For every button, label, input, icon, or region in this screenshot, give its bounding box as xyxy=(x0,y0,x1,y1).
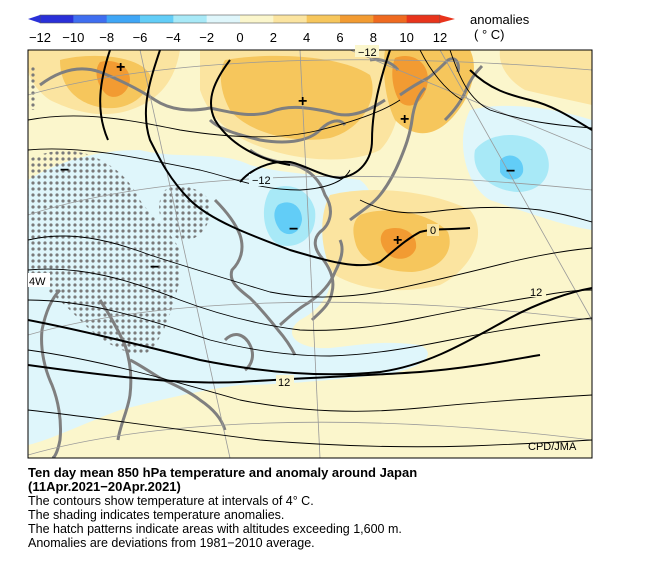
plus-marker-nw: + xyxy=(116,59,125,76)
contour-label-12-south: 12 xyxy=(278,377,290,389)
colorbar-left-arrow xyxy=(28,15,40,23)
colorbar-swatch xyxy=(373,15,408,23)
colorbar-swatch xyxy=(106,15,141,23)
center-cold-core xyxy=(274,202,302,235)
colorbar-tick-label: −2 xyxy=(199,30,214,45)
japan-warm-peak xyxy=(380,228,417,259)
high-altitude-hatch-west xyxy=(28,150,182,355)
colorbar-title: anomalies xyxy=(470,12,530,27)
caption-line-hatch: The hatch patterns indicate areas with a… xyxy=(28,522,402,536)
contour-labels: −12 −12 0 12 12 4W xyxy=(28,45,546,389)
caption-line-anomalies: Anomalies are deviations from 1981−2010 … xyxy=(28,536,315,550)
colorbar-tick-label: 4 xyxy=(303,30,310,45)
graticule xyxy=(28,50,592,458)
map-caption: Ten day mean 850 hPa temperature and ano… xyxy=(28,465,628,551)
colorbar-right-arrow xyxy=(440,15,455,23)
colorbar-tick-label: −10 xyxy=(62,30,84,45)
colorbar-swatch xyxy=(140,15,174,23)
minus-marker-ne: − xyxy=(506,163,515,180)
colorbar-tick-label: 2 xyxy=(270,30,277,45)
contour-label-4w: 4W xyxy=(29,276,46,288)
colorbar-tick-label: −12 xyxy=(29,30,51,45)
colorbar-tick-label: −4 xyxy=(166,30,181,45)
coastlines xyxy=(39,57,484,458)
colorbar-swatch xyxy=(73,15,108,23)
colorbar-unit: ( ° C) xyxy=(474,27,504,42)
ne-cold-core xyxy=(500,155,524,180)
anomaly-colorbar: −12 −10 −8 −6 −4 −2 0 2 4 6 8 10 12 anomalies ( ° C) xyxy=(28,12,530,45)
colorbar-swatch xyxy=(406,15,441,23)
colorbar-tick-label: 0 xyxy=(236,30,243,45)
north-warm-core xyxy=(220,55,373,140)
plus-marker-northeast: + xyxy=(400,111,409,128)
colorbar-tick-label: 10 xyxy=(399,30,413,45)
contour-label-minus12-center: −12 xyxy=(252,175,271,187)
colorbar-swatch xyxy=(340,15,374,23)
colorbar-swatch xyxy=(173,15,208,23)
major-contours xyxy=(28,50,592,384)
minus-marker-west-2: − xyxy=(150,259,159,276)
anomaly-markers: + + + + − − − xyxy=(60,59,515,249)
map-credit: CPD/JMA xyxy=(528,441,577,453)
high-altitude-hatch-mongolia xyxy=(159,186,212,241)
caption-line-contours: The contours show temperature at interva… xyxy=(28,494,314,508)
contour-label-12-east: 12 xyxy=(530,287,542,299)
contour-label-minus12-top: −12 xyxy=(358,47,377,59)
minus-marker-center: − xyxy=(289,221,298,238)
colorbar-tick-label: 12 xyxy=(433,30,447,45)
colorbar-swatch xyxy=(206,15,241,23)
contour-label-0: 0 xyxy=(430,225,436,237)
colorbar-tick-label: −6 xyxy=(133,30,148,45)
map-frame xyxy=(27,49,593,459)
caption-title-line2: (11Apr.2021−20Apr.2021) xyxy=(28,479,181,494)
northeast-corner-warm xyxy=(499,50,592,105)
colorbar-tick-label: 8 xyxy=(370,30,377,45)
thin-contours xyxy=(28,50,592,448)
plus-marker-north: + xyxy=(298,93,307,110)
colorbar-swatch xyxy=(40,15,74,23)
colorbar-ticks: −12 −10 −8 −6 −4 −2 0 2 4 6 8 10 12 xyxy=(29,30,447,45)
caption-line-shading: The shading indicates temperature anomal… xyxy=(28,508,285,522)
colorbar-swatch xyxy=(306,15,341,23)
minus-marker-west: − xyxy=(60,162,69,179)
colorbar-tick-label: −8 xyxy=(99,30,114,45)
colorbar-swatch xyxy=(273,15,308,23)
colorbar-tick-label: 6 xyxy=(336,30,343,45)
caption-title-line1: Ten day mean 850 hPa temperature and ano… xyxy=(28,465,418,480)
high-altitude-hatch-edge xyxy=(28,65,36,110)
colorbar-swatch xyxy=(240,15,274,23)
plus-marker-japan: + xyxy=(393,232,402,249)
